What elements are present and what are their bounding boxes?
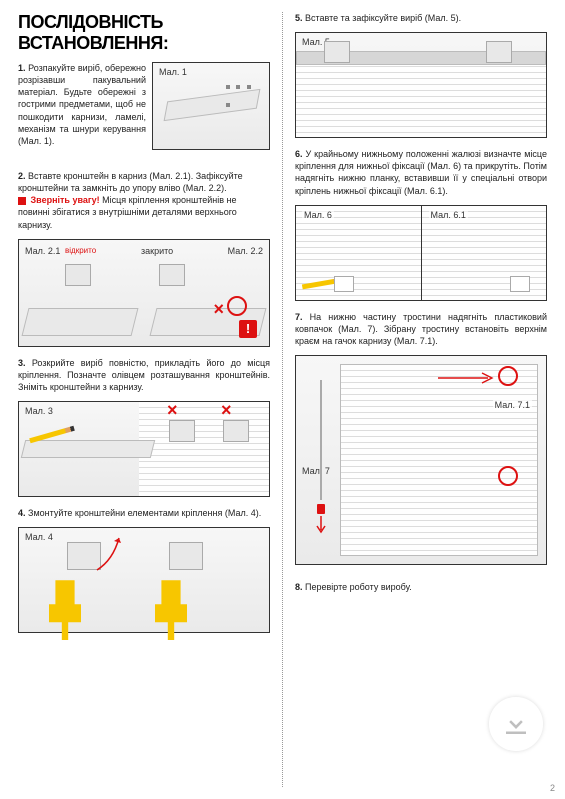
fig61-label: Мал. 6.1 (429, 210, 468, 220)
fig2-bracket-2 (159, 264, 185, 286)
step5-num: 5. (295, 13, 303, 23)
page-columns: ПОСЛІДОВНІСТЬ ВСТАНОВЛЕННЯ: 1. Розпакуйт… (18, 12, 547, 787)
warn-icon: ! (239, 320, 257, 338)
fig3-bracket-1 (169, 420, 195, 442)
step2-body: Вставте кронштейн в карниз (Мал. 2.1). З… (18, 171, 243, 193)
step8-num: 8. (295, 582, 303, 592)
step7-text: 7. На нижню частину тростини надягніть п… (295, 311, 547, 347)
alert-label: Зверніть увагу! (31, 195, 100, 205)
step6-body: У крайньому нижньому положенні жалюзі ви… (295, 149, 547, 195)
fig22-label: Мал. 2.2 (228, 246, 263, 256)
page-number: 2 (550, 783, 555, 793)
step3-text: 3. Розкрийте виріб повністю, прикладіть … (18, 357, 270, 393)
step1-text: 1. Розпакуйте виріб, обережно розрізавши… (18, 62, 146, 152)
fig1-parts (225, 77, 259, 91)
fig2-rail-left (22, 308, 139, 336)
open-label: відкрито (65, 246, 96, 255)
fig3-x2: × (221, 400, 232, 421)
figure-6: Мал. 6 Мал. 6.1 (295, 205, 547, 301)
step7-body: На нижню частину тростини надягніть плас… (295, 312, 547, 346)
download-badge[interactable] (489, 697, 543, 751)
alert-square-icon (18, 197, 26, 205)
figure-5: Мал. 5 (295, 32, 547, 138)
fig4-arrow (95, 534, 125, 574)
fig4-bracket-2 (169, 542, 203, 570)
step2-num: 2. (18, 171, 26, 181)
fig7-arrow-down (316, 516, 326, 536)
step3-body: Розкрийте виріб повністю, прикладіть йог… (18, 358, 270, 392)
fig2-x: × (213, 299, 224, 320)
fig6-divider (421, 206, 422, 300)
left-column: ПОСЛІДОВНІСТЬ ВСТАНОВЛЕННЯ: 1. Розпакуйт… (18, 12, 283, 787)
fig6-label: Мал. 6 (302, 210, 334, 220)
fig4-drill-2 (155, 580, 187, 640)
fig5-bracket-1 (324, 41, 350, 63)
figure-4: Мал. 4 (18, 527, 270, 633)
fig6-clip-1 (334, 276, 354, 292)
fig7-wand (320, 380, 322, 500)
fig2-circle (227, 296, 247, 316)
fig3-x1: × (167, 400, 178, 421)
fig6-clip-2 (510, 276, 530, 292)
fig2-bracket-1 (65, 264, 91, 286)
step6-num: 6. (295, 149, 303, 159)
fig5-blinds (296, 61, 546, 137)
step4-num: 4. (18, 508, 26, 518)
step6-text: 6. У крайньому нижньому положенні жалюзі… (295, 148, 547, 197)
step2-text: 2. Вставте кронштейн в карниз (Мал. 2.1)… (18, 170, 270, 231)
fig5-bracket-2 (486, 41, 512, 63)
figure-3: Мал. 3 × × (18, 401, 270, 497)
fig3-rail (21, 440, 155, 458)
step5-text: 5. Вставте та зафіксуйте виріб (Мал. 5). (295, 12, 547, 24)
step4-text: 4. Змонтуйте кронштейни елементами кріпл… (18, 507, 270, 519)
download-icon (501, 709, 531, 739)
fig7-circle-2 (498, 466, 518, 486)
step1-body: Розпакуйте виріб, обережно розрізавши па… (18, 63, 146, 146)
fig3-bracket-2 (223, 420, 249, 442)
step4-body: Змонтуйте кронштейни елементами кріпленн… (28, 508, 261, 518)
fig21-label: Мал. 2.1 (25, 246, 60, 256)
fig4-label: Мал. 4 (25, 532, 53, 542)
closed-label: закрито (141, 246, 173, 256)
right-column: 5. Вставте та зафіксуйте виріб (Мал. 5).… (283, 12, 547, 787)
fig71-label: Мал. 7.1 (493, 400, 532, 410)
step1-num: 1. (18, 63, 26, 73)
fig7-arrow-1 (436, 370, 496, 386)
step7-num: 7. (295, 312, 303, 322)
fig7-cap (317, 504, 325, 514)
step8-body: Перевірте роботу виробу. (305, 582, 412, 592)
step3-num: 3. (18, 358, 26, 368)
fig3-blinds (139, 402, 269, 496)
fig3-label: Мал. 3 (25, 406, 53, 416)
fig1-label: Мал. 1 (159, 67, 187, 77)
figure-1: Мал. 1 (152, 62, 270, 150)
fig7-circle-1 (498, 366, 518, 386)
step8-text: 8. Перевірте роботу виробу. (295, 581, 547, 593)
step5-body: Вставте та зафіксуйте виріб (Мал. 5). (305, 13, 461, 23)
fig7-label: Мал. 7 (302, 466, 330, 476)
figure-7: Мал. 7 Мал. 7.1 (295, 355, 547, 565)
fig7-blinds (340, 364, 538, 556)
figure-2: Мал. 2.1 відкрито закрито Мал. 2.2 ! × (18, 239, 270, 347)
step1-row: 1. Розпакуйте виріб, обережно розрізавши… (18, 62, 270, 160)
main-title: ПОСЛІДОВНІСТЬ ВСТАНОВЛЕННЯ: (18, 12, 270, 54)
fig4-drill-1 (49, 580, 81, 640)
